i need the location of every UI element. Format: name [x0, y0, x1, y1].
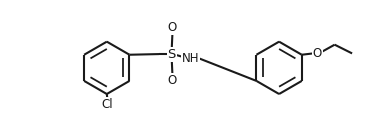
- Text: Cl: Cl: [102, 98, 113, 111]
- Text: NH: NH: [182, 52, 199, 65]
- Text: O: O: [168, 74, 177, 87]
- Text: O: O: [168, 21, 177, 34]
- Text: O: O: [313, 47, 322, 60]
- Text: S: S: [168, 48, 176, 61]
